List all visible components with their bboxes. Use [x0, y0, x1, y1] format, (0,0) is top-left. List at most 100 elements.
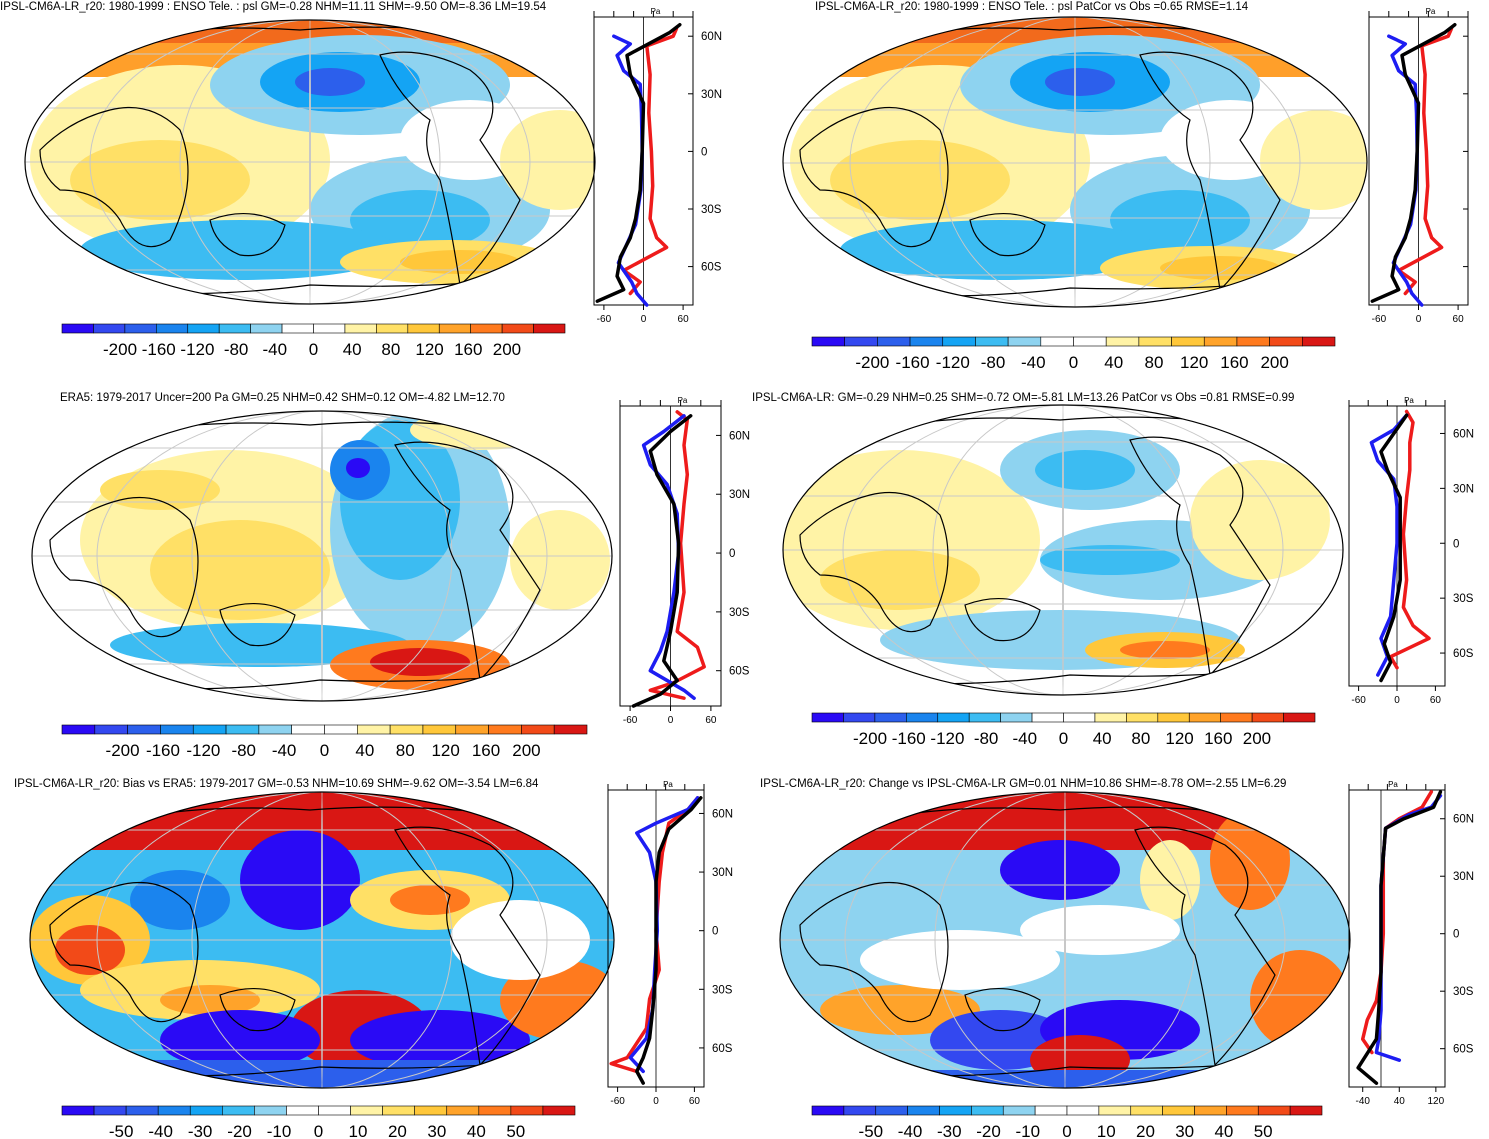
colorbar-swatch [93, 1105, 127, 1116]
profile-x-tick-label: -60 [597, 314, 612, 325]
profile-x-tick-label: -40 [1355, 1096, 1370, 1107]
profile-lat-label: 0 [1453, 929, 1459, 941]
colorbar-tick-label: -160 [142, 340, 176, 359]
colorbar-tick-label: 40 [467, 1122, 486, 1139]
colorbar-swatch [907, 1105, 940, 1116]
profile-x-tick-label: 40 [1394, 1096, 1406, 1107]
colorbar-swatch [1126, 712, 1159, 723]
colorbar-swatch [124, 323, 157, 334]
colorbar-swatch [218, 323, 251, 334]
colorbar-swatch [811, 336, 845, 347]
colorbar-tick-label: -120 [186, 741, 220, 760]
colorbar-tick-label: -80 [231, 741, 256, 760]
profile-lat-label: 0 [729, 548, 735, 560]
colorbar-tick-label: 0 [309, 340, 318, 359]
zonal-profile: Pa -60 0 60 60N 30N 0 30S 60S [593, 7, 722, 325]
colorbar-tick-label: 20 [388, 1122, 407, 1139]
profile-lat-label: 60S [1453, 648, 1474, 660]
profile-lat-label: 60S [701, 262, 722, 274]
profile-lat-label: 30S [712, 984, 733, 996]
zonal-profile: Pa -40 40 120 60N 30N 0 30S 60S [1348, 780, 1474, 1107]
colorbar-tick-label: 160 [472, 741, 500, 760]
profile-lat-label: 60S [729, 666, 750, 678]
colorbar-tick-label: 0 [1069, 353, 1078, 372]
profile-lat-label: 30N [1453, 483, 1474, 495]
profile-x-tick-label: 0 [668, 715, 674, 726]
colorbar-tick-label: -120 [930, 729, 964, 748]
colorbar-tick-label: -40 [263, 340, 288, 359]
profile-lat-label: 60N [701, 31, 722, 43]
colorbar-swatch [909, 336, 944, 347]
colorbar-swatch [376, 323, 409, 334]
map [782, 404, 1344, 696]
colorbar-tick-label: -10 [1015, 1122, 1040, 1139]
panel-era5: ERA5: 1979-2017 Uncer=200 Pa GM=0.25 NHM… [31, 392, 750, 760]
colorbar-swatch [192, 724, 227, 735]
colorbar-swatch [1171, 336, 1205, 347]
colorbar-swatch [189, 1105, 223, 1116]
profile-lat-label: 0 [701, 146, 707, 158]
colorbar-tick-label: 80 [396, 741, 415, 760]
zonal-profile: Pa -60 0 60 [1368, 7, 1469, 325]
colorbar-swatch [94, 724, 128, 735]
profile-line-obs [1369, 413, 1409, 677]
colorbar-tick-label: 120 [415, 340, 443, 359]
colorbar-swatch [1257, 1105, 1291, 1116]
colorbar-tick-label: -40 [148, 1122, 173, 1139]
colorbar-tick-label: 0 [314, 1122, 323, 1139]
colorbar-swatch [1105, 336, 1140, 347]
colorbar-swatch [1031, 712, 1064, 723]
colorbar-tick-label: 0 [320, 741, 329, 760]
colorbar-swatch [446, 1105, 480, 1116]
profile-x-tick-label: 60 [1453, 314, 1465, 325]
colorbar: -200 -160 -120 -80 -40 0 40 80 120 160 200 [811, 336, 1336, 372]
colorbar-tick-label: 40 [343, 340, 362, 359]
profile-x-tick-label: 60 [689, 1096, 701, 1107]
colorbar-tick-label: -200 [103, 340, 137, 359]
colorbar: -200 -160 -120 -80 -40 0 40 80 120 160 200 [61, 724, 588, 760]
colorbar-tick-label: 50 [506, 1122, 525, 1139]
colorbar-swatch [389, 724, 424, 735]
colorbar-tick-label: 50 [1254, 1122, 1273, 1139]
colorbar-swatch [1098, 1105, 1132, 1116]
profile-lat-label: 60N [729, 430, 750, 442]
colorbar-swatch [1162, 1105, 1195, 1116]
profile-x-tick-label: -60 [1372, 314, 1387, 325]
colorbar-swatch [61, 1105, 95, 1116]
colorbar-swatch [521, 724, 555, 735]
profile-x-tick-label: 120 [1428, 1096, 1445, 1107]
colorbar-tick-label: 10 [349, 1122, 368, 1139]
colorbar-tick-label: 200 [1260, 353, 1288, 372]
colorbar-tick-label: 0 [1062, 1122, 1071, 1139]
profile-line-mean [631, 414, 693, 708]
colorbar-swatch [157, 1105, 191, 1116]
panel-title: ERA5: 1979-2017 Uncer=200 Pa GM=0.25 NHM… [60, 392, 505, 404]
profile-x-tick-label: -60 [623, 715, 638, 726]
colorbar-tick-label: -80 [981, 353, 1006, 372]
profile-line-model [1388, 409, 1431, 670]
panel-model-r20: IPSL-CM6A-LR_r20: 1980-1999 : ENSO Tele.… [0, 1, 722, 359]
colorbar-tick-label: 200 [1243, 729, 1271, 748]
colorbar-swatch [1040, 336, 1074, 347]
colorbar-tick-label: 120 [1165, 729, 1193, 748]
colorbar-swatch [324, 724, 358, 735]
colorbar-tick-label: 160 [1220, 353, 1248, 372]
colorbar-swatch [478, 1105, 512, 1116]
panel-title: IPSL-CM6A-LR: GM=-0.29 NHM=0.25 SHM=-0.7… [752, 392, 1294, 404]
profile-lat-label: 30S [729, 607, 750, 619]
colorbar-swatch [1289, 1105, 1323, 1116]
colorbar-swatch [533, 323, 566, 334]
map [29, 791, 615, 1089]
map [24, 19, 596, 305]
profile-lat-label: 30N [712, 867, 733, 879]
profile-lat-label: 60N [1453, 814, 1474, 826]
colorbar-swatch [1094, 712, 1127, 723]
panel-model-r20-patcor: IPSL-CM6A-LR_r20: 1980-1999 : ENSO Tele.… [782, 1, 1469, 372]
colorbar-swatch [254, 1105, 287, 1116]
colorbar-swatch [843, 1105, 877, 1116]
colorbar-swatch [1283, 712, 1316, 723]
colorbar-tick-label: -40 [272, 741, 297, 760]
colorbar-swatch [1063, 712, 1096, 723]
profile-x-tick-label: -60 [610, 1096, 625, 1107]
